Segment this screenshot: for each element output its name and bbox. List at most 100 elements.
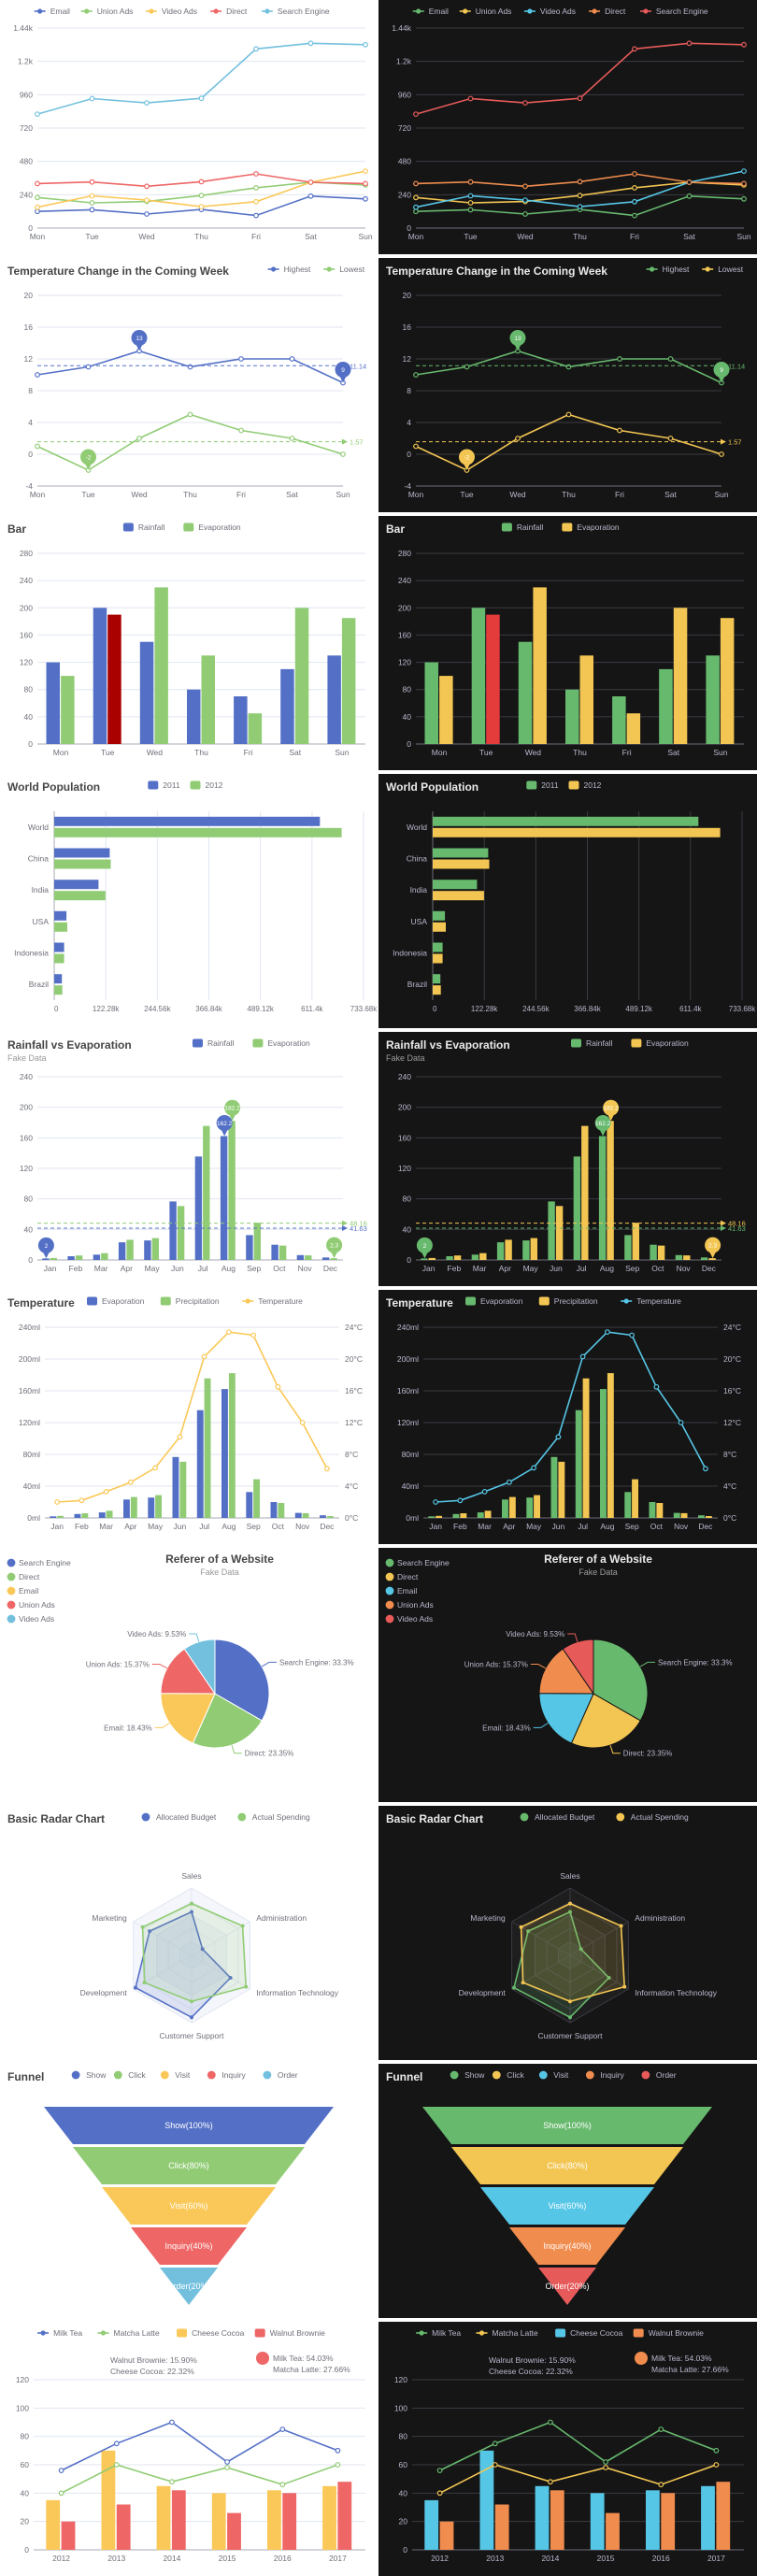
series-highest[interactable] (35, 348, 346, 386)
bar[interactable] (471, 1254, 479, 1260)
legend-item-rainfall[interactable]: Rainfall (122, 522, 164, 532)
bar[interactable] (337, 2482, 352, 2550)
legend-item-temperature[interactable]: Temperature (621, 1296, 681, 1306)
legend-item-visit[interactable]: Visit (160, 2070, 191, 2080)
legend-item-evaporation[interactable]: Evaporation (183, 522, 241, 532)
bar[interactable] (646, 2490, 660, 2550)
series-precipitation[interactable] (436, 1373, 712, 1518)
bar[interactable] (439, 2521, 454, 2550)
bar[interactable] (220, 1136, 228, 1261)
pie-slice-union-ads[interactable] (160, 1648, 216, 1695)
legend-item-cheese-cocoa[interactable]: Cheese Cocoa (555, 2328, 623, 2338)
bar[interactable] (54, 942, 64, 952)
bar[interactable] (526, 1497, 534, 1518)
bar[interactable] (606, 2512, 620, 2550)
bar[interactable] (54, 922, 67, 932)
legend-item-evaporation[interactable]: Evaporation (562, 522, 620, 532)
legend-item-highest[interactable]: Highest (646, 265, 690, 274)
bar[interactable] (179, 1461, 187, 1518)
bar[interactable] (93, 608, 107, 744)
bar[interactable] (270, 1502, 278, 1518)
bar[interactable] (460, 1513, 467, 1518)
legend-item-direct[interactable]: Direct (7, 1572, 40, 1581)
bar[interactable] (326, 1516, 334, 1518)
funnel-stage-order[interactable]: Order(20%) (538, 2268, 596, 2305)
series-search-engine[interactable] (35, 40, 368, 117)
bar[interactable] (294, 1512, 302, 1518)
legend-item-evaporation[interactable]: Evaporation (252, 1038, 310, 1048)
series-direct[interactable] (35, 171, 368, 190)
bar[interactable] (530, 1238, 537, 1260)
bar[interactable] (575, 1410, 582, 1518)
bar[interactable] (607, 1373, 614, 1518)
series-walnut-brownie[interactable] (61, 2482, 352, 2550)
bar[interactable] (548, 1201, 555, 1260)
bar[interactable] (701, 2485, 715, 2551)
legend-item-email[interactable]: Email (34, 7, 70, 16)
bar[interactable] (581, 1125, 589, 1260)
series-video-ads[interactable] (35, 168, 368, 210)
bar[interactable] (716, 2482, 731, 2550)
bar[interactable] (187, 689, 201, 744)
legend-item-rainfall[interactable]: Rainfall (571, 1038, 612, 1048)
bar[interactable] (486, 614, 500, 744)
bar[interactable] (446, 1256, 453, 1260)
legend-item-allocated-budget[interactable]: Allocated Budget (520, 1812, 595, 1822)
bar[interactable] (253, 1223, 261, 1260)
series-matcha-latte[interactable] (436, 2462, 720, 2497)
bar[interactable] (330, 1258, 337, 1260)
bar[interactable] (484, 1510, 492, 1518)
legend-item-click[interactable]: Click (113, 2070, 147, 2080)
legend-item-direct[interactable]: Direct (385, 1572, 419, 1581)
bar[interactable] (246, 1235, 253, 1260)
bar[interactable] (706, 655, 720, 744)
bar[interactable] (428, 1516, 436, 1518)
series-evaporation[interactable] (439, 587, 735, 744)
bar[interactable] (50, 1516, 57, 1518)
series-evaporation[interactable] (50, 1389, 326, 1518)
bar[interactable] (228, 1373, 236, 1518)
legend-item-actual-spending[interactable]: Actual Spending (237, 1812, 310, 1822)
bar[interactable] (144, 1240, 151, 1260)
series-lowest[interactable] (35, 411, 346, 473)
bar[interactable] (227, 2512, 241, 2550)
bar[interactable] (46, 2499, 61, 2550)
bar[interactable] (582, 1378, 590, 1518)
bar[interactable] (683, 1255, 691, 1260)
bar[interactable] (673, 1512, 680, 1518)
bar[interactable] (680, 1512, 688, 1518)
series-lowest[interactable] (413, 411, 724, 473)
bar[interactable] (107, 614, 121, 744)
legend-item-video-ads[interactable]: Video Ads (7, 1614, 55, 1624)
bar[interactable] (278, 1503, 285, 1518)
legend-item-show[interactable]: Show (71, 2070, 107, 2080)
bar[interactable] (705, 1516, 712, 1518)
bar[interactable] (598, 1136, 607, 1261)
legend-item-inquiry[interactable]: Inquiry (585, 2070, 625, 2080)
bar[interactable] (590, 2493, 605, 2550)
legend-item-union-ads[interactable]: Union Ads (385, 1600, 434, 1610)
bar[interactable] (433, 859, 490, 869)
bar[interactable] (177, 1206, 185, 1260)
bar[interactable] (81, 1513, 89, 1518)
bar[interactable] (698, 1515, 705, 1518)
legend-item-direct[interactable]: Direct (210, 7, 248, 16)
legend-item-2011[interactable]: 2011 (526, 780, 559, 790)
legend-item-milk-tea[interactable]: Milk Tea (416, 2328, 461, 2338)
bar[interactable] (234, 696, 248, 744)
series-rainfall[interactable] (46, 608, 341, 744)
bar[interactable] (211, 2493, 226, 2550)
legend-item-milk-tea[interactable]: Milk Tea (37, 2328, 82, 2338)
bar[interactable] (196, 1410, 204, 1518)
legend-item-precipitation[interactable]: Precipitation (538, 1296, 598, 1306)
legend-item-order[interactable]: Order (263, 2070, 298, 2080)
series-rainfall[interactable] (424, 608, 720, 744)
series-search-engine[interactable] (413, 40, 747, 117)
series-evaporation[interactable] (428, 1121, 716, 1260)
legend-item-lowest[interactable]: Lowest (323, 265, 365, 274)
funnel-stage-click[interactable]: Click(80%) (73, 2147, 305, 2184)
series-cheese-cocoa[interactable] (46, 2450, 336, 2551)
bar[interactable] (203, 1125, 210, 1260)
bar[interactable] (656, 1503, 664, 1518)
series-evaporation[interactable] (61, 587, 356, 744)
